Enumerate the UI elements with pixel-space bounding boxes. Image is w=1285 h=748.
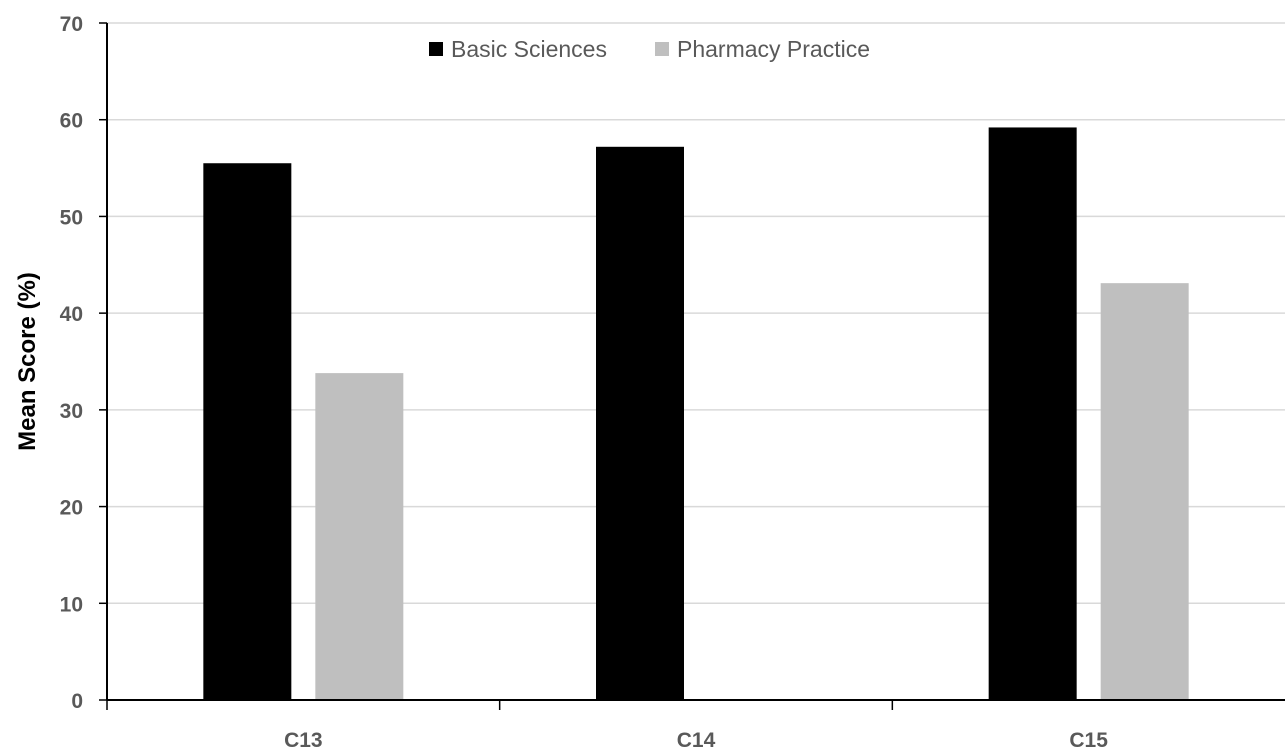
y-tick-label: 30 (60, 400, 83, 423)
legend: Basic Sciences Pharmacy Practice (429, 36, 870, 62)
x-tick-label: C13 (284, 729, 323, 748)
axes (99, 22, 1285, 710)
y-tick-label: 50 (60, 206, 83, 229)
y-tick-label: 60 (60, 110, 83, 133)
x-tick-label: C15 (1069, 729, 1108, 748)
y-tick-label: 10 (60, 593, 83, 616)
legend-swatch (429, 42, 443, 56)
tick-labels: 0 10 20 30 40 50 60 70 C13 C14 C15 (60, 13, 1109, 748)
bar-basic-sciences (596, 146, 684, 700)
legend-label: Basic Sciences (451, 36, 607, 62)
y-tick-label: 70 (60, 13, 83, 36)
gridlines (107, 22, 1285, 605)
x-tick-label: C14 (677, 729, 716, 748)
bar-basic-sciences (988, 127, 1077, 701)
y-tick-label: 20 (60, 497, 83, 520)
legend-label: Pharmacy Practice (677, 36, 870, 62)
bar-pharmacy-practice (1100, 283, 1189, 700)
y-axis-title: Mean Score (%) (14, 272, 41, 451)
y-tick-label: 40 (60, 303, 83, 326)
bars (203, 127, 1189, 701)
bar-pharmacy-practice (315, 373, 404, 700)
y-tick-label: 0 (71, 690, 83, 713)
legend-swatch (655, 42, 669, 56)
bar-basic-sciences (203, 163, 292, 700)
